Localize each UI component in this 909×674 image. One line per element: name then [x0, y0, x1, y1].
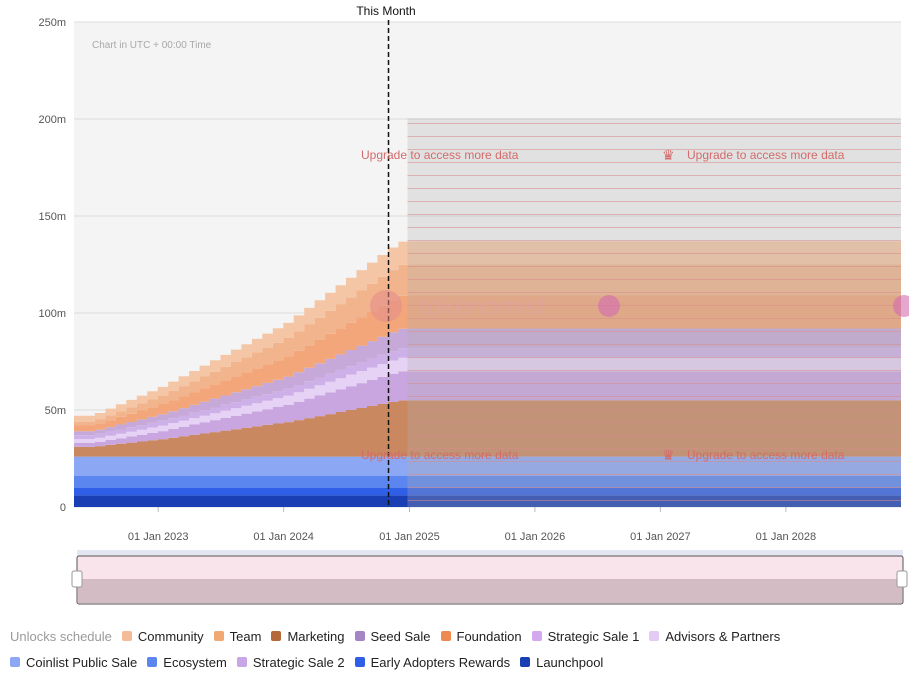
legend-item[interactable]: Foundation — [440, 628, 522, 644]
watermark-logo-icon — [598, 295, 620, 317]
watermark-text: tokenomist — [420, 291, 546, 321]
legend-label: Early Adopters Rewards — [370, 654, 511, 670]
upgrade-text-4[interactable]: Upgrade to access more data — [687, 448, 845, 462]
legend-label: Coinlist Public Sale — [26, 654, 138, 670]
legend-swatch — [520, 657, 531, 667]
legend-swatch — [354, 631, 365, 641]
navigator-track — [77, 550, 903, 556]
watermark: tokenomist — [370, 290, 909, 322]
legend-row: Coinlist Public Sale Ecosystem Strategic S… — [10, 652, 905, 672]
legend-item[interactable]: Launchpool — [520, 655, 603, 670]
legend-swatch — [213, 631, 224, 641]
legend-item[interactable]: Coinlist Public Sale — [10, 655, 137, 670]
crown-icon: ♛ — [662, 447, 675, 463]
legend-item[interactable]: Advisors & Partners — [649, 629, 780, 644]
legend-label: Community — [137, 628, 204, 644]
legend-swatch — [649, 631, 660, 641]
legend-swatch — [440, 631, 451, 641]
legend-label: Marketing — [287, 628, 345, 644]
legend-row: Unlocks schedule Community Team Marketing S… — [10, 626, 905, 646]
legend-label: Launchpool — [536, 654, 604, 670]
legend-swatch — [10, 657, 20, 667]
legend-label: Foundation — [456, 628, 522, 644]
legend-label: Strategic Sale 2 — [252, 654, 345, 670]
legend-item[interactable]: Ecosystem — [147, 655, 227, 670]
legend-label: Ecosystem — [163, 654, 227, 670]
legend-swatch — [354, 657, 365, 667]
x-tick-label: 01 Jan 2026 — [505, 531, 566, 543]
legend-item[interactable]: Seed Sale — [354, 628, 431, 644]
legend-swatch — [147, 657, 158, 667]
crown-icon: ♛ — [662, 147, 675, 163]
legend-item[interactable]: Team — [213, 628, 262, 644]
x-axis: 01 Jan 2023 01 Jan 2024 01 Jan 2025 01 Jan … — [128, 507, 816, 543]
legend-swatch — [531, 631, 542, 641]
x-tick-label: 01 Jan 2028 — [756, 531, 817, 543]
upgrade-text-3: Upgrade to access more data — [361, 448, 519, 462]
x-tick-label: 01 Jan 2025 — [379, 531, 440, 543]
legend-item[interactable]: Marketing — [271, 628, 345, 644]
legend-title: Unlocks schedule — [10, 628, 112, 644]
legend-swatch — [236, 657, 247, 667]
legend-swatch — [271, 631, 282, 641]
y-tick-label: 100m — [38, 308, 66, 320]
y-axis: 0 50m 100m 150m 200m 250m — [38, 17, 66, 514]
watermark-logo-icon — [893, 295, 909, 317]
locked-overlay — [407, 118, 901, 507]
y-tick-label: 50m — [45, 405, 66, 417]
navigator-right-handle[interactable] — [896, 570, 908, 588]
legend-label: Strategic Sale 1 — [547, 628, 640, 644]
y-tick-label: 200m — [38, 114, 66, 126]
legend-label: Team — [229, 628, 262, 644]
legend-swatch — [121, 631, 132, 641]
legend-item[interactable]: Strategic Sale 1 — [531, 628, 640, 644]
chart-note: Chart in UTC + 00:00 Time — [92, 40, 212, 51]
y-tick-label: 0 — [60, 502, 66, 514]
upgrade-text-1: Upgrade to access more data — [361, 148, 519, 162]
y-tick-label: 150m — [38, 211, 66, 223]
y-tick-label: 250m — [38, 17, 66, 29]
range-navigator[interactable] — [71, 550, 908, 605]
legend-item[interactable]: Strategic Sale 2 — [236, 654, 345, 670]
x-tick-label: 01 Jan 2027 — [630, 531, 691, 543]
navigator-fill — [78, 579, 902, 603]
legend-item[interactable]: Community — [121, 628, 204, 644]
navigator-left-handle[interactable] — [71, 570, 83, 588]
legend-item[interactable]: Early Adopters Rewards — [354, 654, 511, 670]
upgrade-text-2[interactable]: Upgrade to access more data — [687, 148, 845, 162]
watermark-logo-icon — [370, 290, 402, 322]
legend: Unlocks schedule Community Team Marketing S… — [10, 626, 905, 672]
legend-label: Seed Sale — [370, 628, 431, 644]
x-tick-label: 01 Jan 2024 — [253, 531, 314, 543]
this-month-label: This Month — [356, 4, 415, 18]
x-tick-label: 01 Jan 2023 — [128, 531, 189, 543]
locked-hatch — [407, 119, 901, 507]
upgrade-banners: Upgrade to access more data ♛ Upgrade to… — [361, 147, 845, 463]
legend-label: Advisors & Partners — [665, 628, 781, 644]
